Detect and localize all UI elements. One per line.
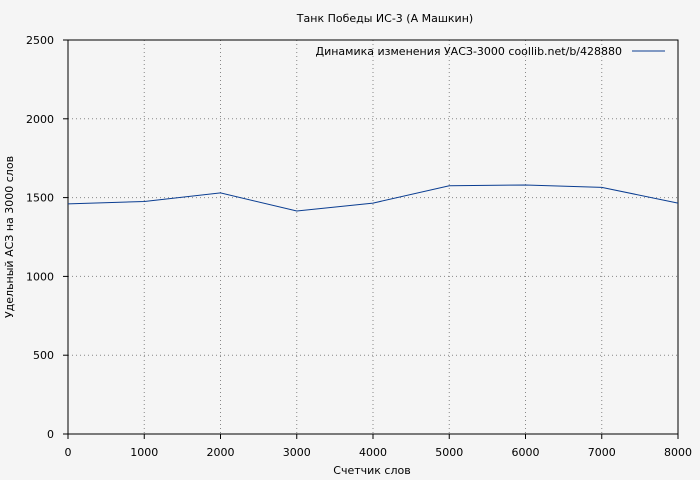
- chart-title: Танк Победы ИС-3 (А Машкин): [296, 12, 473, 25]
- x-tick-label: 8000: [664, 446, 692, 459]
- y-tick-label: 2000: [26, 113, 54, 126]
- x-tick-label: 3000: [283, 446, 311, 459]
- y-axis-label: Удельный АСЗ на 3000 слов: [3, 156, 16, 318]
- y-tick-label: 2500: [26, 34, 54, 47]
- x-tick-label: 0: [65, 446, 72, 459]
- y-axis: 0 500 1000 1500 2000 2500: [26, 34, 68, 441]
- x-tick-label: 2000: [207, 446, 235, 459]
- y-tick-label: 1000: [26, 270, 54, 283]
- y-tick-label: 500: [33, 349, 54, 362]
- y-tick-label: 0: [47, 428, 54, 441]
- x-tick-label: 4000: [359, 446, 387, 459]
- x-tick-label: 5000: [435, 446, 463, 459]
- x-tick-label: 7000: [588, 446, 616, 459]
- grid: [68, 40, 678, 434]
- x-axis-label: Счетчик слов: [333, 464, 410, 477]
- x-tick-label: 1000: [130, 446, 158, 459]
- y-tick-label: 1500: [26, 192, 54, 205]
- x-axis: 0 1000 2000 3000 4000 5000 6000 7000 8000: [65, 434, 692, 459]
- legend: Динамика изменения УАСЗ-3000 coollib.net…: [316, 45, 665, 58]
- series-line: [67, 184, 679, 212]
- series-group: [67, 184, 679, 212]
- x-tick-label: 6000: [512, 446, 540, 459]
- legend-label: Динамика изменения УАСЗ-3000 coollib.net…: [316, 45, 623, 58]
